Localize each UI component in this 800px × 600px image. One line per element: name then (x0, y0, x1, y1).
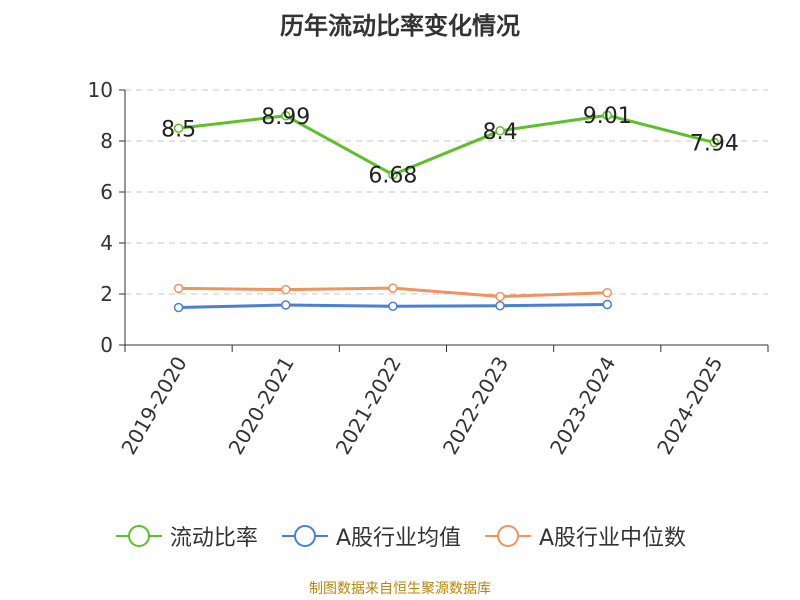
data-label: 8.99 (261, 105, 310, 130)
data-point (709, 137, 720, 148)
y-tick-label: 2 (100, 282, 113, 306)
y-tick-label: 10 (88, 78, 113, 102)
legend-item[interactable]: A股行业中位数 (483, 520, 686, 552)
data-point (495, 291, 505, 302)
x-tick-label: 2021-2022 (331, 352, 406, 458)
data-label: 9.01 (583, 104, 632, 129)
data-label: 6.68 (368, 164, 417, 189)
y-tick-label: 6 (100, 180, 113, 204)
data-label: 7.94 (690, 132, 739, 157)
data-point (281, 111, 291, 121)
data-point (602, 299, 612, 310)
x-tick-label: 2019-2020 (116, 352, 191, 458)
source-note: 制图数据来自恒生聚源数据库 (309, 581, 491, 597)
y-tick-label: 4 (100, 231, 113, 255)
y-tick-label: 0 (100, 333, 113, 357)
data-point (388, 283, 398, 293)
data-point (602, 110, 612, 120)
grid-lines (125, 89, 768, 295)
data-point (495, 126, 505, 136)
data-label: 8.4 (483, 120, 518, 145)
legend-marker (115, 525, 162, 547)
x-tick-label: 2022-2023 (438, 352, 513, 458)
data-point (173, 283, 184, 294)
data-point (281, 284, 291, 295)
x-tick-label: 2024-2025 (652, 352, 727, 458)
legend: 流动比率 A股行业均值 A股行业中位数 (0, 520, 800, 552)
chart-title: 历年流动比率变化情况 (280, 12, 520, 40)
data-labels: 8.5 8.99 6.68 8.4 9.01 7.94 (161, 104, 739, 188)
legend-marker (281, 525, 328, 547)
legend-item[interactable]: 流动比率 (114, 520, 258, 552)
data-point (173, 123, 184, 133)
x-tick-label: 2020-2021 (224, 352, 299, 458)
data-label: 8.5 (161, 117, 196, 142)
legend-item[interactable]: A股行业均值 (280, 520, 461, 552)
legend-label: 流动比率 (169, 526, 258, 551)
data-point (388, 301, 398, 311)
x-tick-label: 2023-2024 (545, 352, 620, 458)
data-point (388, 169, 398, 180)
data-point (602, 287, 612, 298)
y-tick-label: 8 (100, 129, 113, 153)
legend-label: A股行业均值 (335, 526, 461, 551)
series (173, 110, 720, 313)
legend-label: A股行业中位数 (539, 526, 687, 551)
legend-marker (485, 525, 531, 547)
data-point (281, 300, 291, 310)
series-line (178, 113, 715, 177)
data-point (173, 302, 184, 313)
data-point (495, 300, 505, 311)
